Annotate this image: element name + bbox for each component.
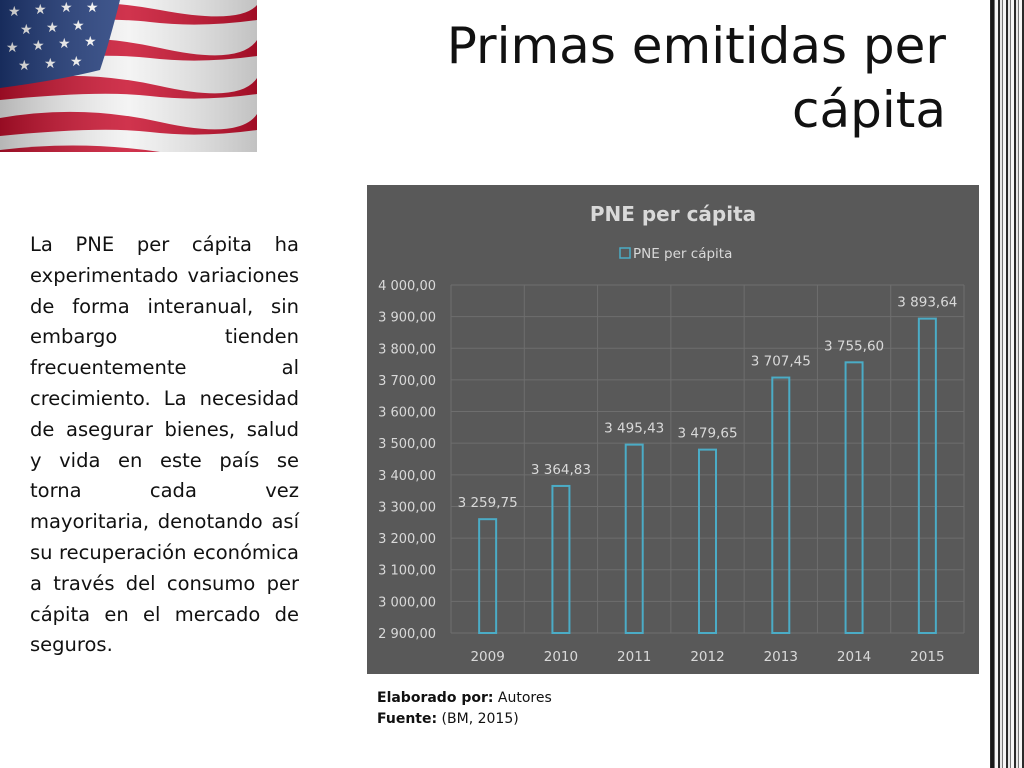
y-tick-label: 3 800,00 — [378, 342, 436, 357]
bar-value-label: 3 259,75 — [458, 495, 518, 511]
y-tick-label: 3 400,00 — [378, 469, 436, 484]
chart-title: PNE per cápita — [590, 202, 756, 226]
slide-title: Primas emitidas per cápita — [386, 14, 946, 142]
legend-label: PNE per cápita — [633, 246, 732, 262]
x-tick-label: 2013 — [764, 649, 798, 665]
legend-swatch — [619, 247, 631, 259]
source-value: (BM, 2015) — [441, 711, 519, 727]
us-flag-icon: ★ ★ ★ ★ ★ ★ ★ ★ ★ ★ ★ ★ ★ ★ — [0, 0, 257, 152]
credit-label: Elaborado por: — [377, 690, 494, 706]
slide-paragraph: La PNE per cápita ha experimentado varia… — [30, 233, 299, 657]
x-tick-label: 2015 — [910, 649, 944, 665]
credit-line: Elaborado por: Autores — [377, 688, 552, 709]
bar — [844, 361, 864, 634]
y-tick-label: 2 900,00 — [378, 627, 436, 642]
y-tick-label: 4 000,00 — [378, 279, 436, 294]
y-tick-label: 3 500,00 — [378, 437, 436, 452]
bar — [771, 376, 791, 634]
x-tick-label: 2010 — [544, 649, 578, 665]
bar-value-label: 3 893,64 — [897, 295, 957, 311]
x-tick-label: 2014 — [837, 649, 871, 665]
bar-value-label: 3 707,45 — [751, 354, 811, 370]
chart-container: PNE per cápita PNE per cápita 2 900,00 3 00… — [367, 185, 979, 674]
bar-value-label: 3 364,83 — [531, 462, 591, 478]
y-tick-label: 3 700,00 — [378, 374, 436, 389]
us-flag-image: ★ ★ ★ ★ ★ ★ ★ ★ ★ ★ ★ ★ ★ ★ — [0, 0, 257, 152]
bar-value-label: 3 479,65 — [677, 426, 737, 442]
y-tick-label: 3 900,00 — [378, 311, 436, 326]
x-tick-label: 2011 — [617, 649, 651, 665]
credit-value: Autores — [497, 690, 552, 706]
slide-title-line1: Primas emitidas per — [446, 17, 946, 75]
y-tick-label: 3 100,00 — [378, 564, 436, 579]
y-tick-label: 3 000,00 — [378, 595, 436, 610]
source-line: Fuente: (BM, 2015) — [377, 709, 552, 730]
bar — [551, 484, 571, 635]
bar — [698, 448, 717, 634]
x-tick-label: 2009 — [470, 649, 504, 665]
y-tick-label: 3 300,00 — [378, 500, 436, 515]
bar-value-label: 3 755,60 — [824, 338, 884, 354]
y-tick-label: 3 200,00 — [378, 532, 436, 547]
bar — [917, 317, 937, 634]
y-tick-label: 3 600,00 — [378, 406, 436, 421]
decorative-edge — [990, 0, 1024, 768]
bar-chart: PNE per cápita PNE per cápita 2 900,00 3 00… — [378, 202, 965, 665]
bar-value-label: 3 495,43 — [604, 421, 664, 437]
slide-title-line2: cápita — [791, 81, 946, 139]
chart-source: Elaborado por: Autores Fuente: (BM, 2015… — [377, 688, 552, 730]
decorative-edge-line — [991, 0, 994, 768]
bar — [478, 518, 498, 634]
bar — [624, 443, 644, 634]
source-label: Fuente: — [377, 711, 438, 727]
x-tick-label: 2012 — [690, 649, 724, 665]
